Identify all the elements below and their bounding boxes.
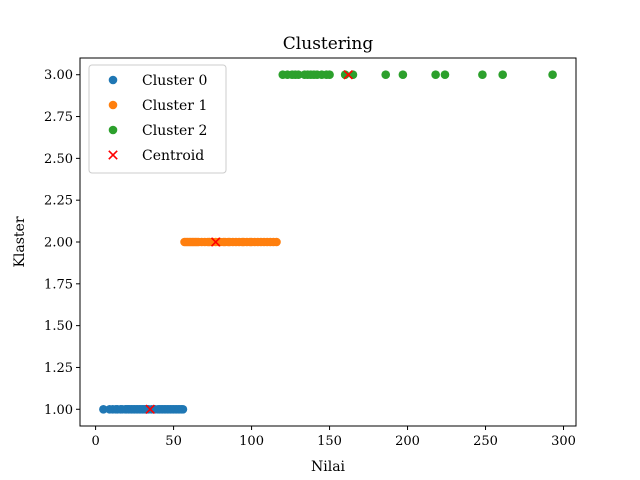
y-tick-label: 1.50 [44,319,73,334]
legend-marker [108,150,118,160]
legend: Cluster 0 Cluster 1 Cluster 2 Centroid [88,64,227,174]
x-tick-label: 200 [395,434,420,449]
series-centroid [145,69,354,415]
centroid-marker [343,69,354,80]
legend-label: Cluster 0 [142,73,207,89]
data-point [272,237,281,247]
data-point [440,70,450,80]
data-point [99,404,108,414]
data-point [381,70,391,80]
x-axis-label: Nilai [311,459,346,475]
data-point [548,70,557,80]
y-tick-label: 3.00 [44,68,73,83]
centroid-marker [210,237,221,247]
x-axis: 0 50 100 150 200 250 300 [91,426,576,449]
legend-label: Centroid [142,148,204,164]
data-point [478,70,487,80]
y-tick-label: 2.25 [44,194,73,209]
data-point [340,70,350,80]
y-tick-label: 2.50 [44,152,73,167]
legend-box [88,64,227,174]
series-cluster-1 [180,237,281,247]
chart-title: Clustering [283,34,374,54]
data-point [294,70,303,80]
series-cluster-2 [278,70,557,80]
data-point [398,70,408,80]
data-point [325,70,334,80]
data-point [431,70,440,80]
centroid-marker [145,404,155,415]
legend-marker [108,100,118,110]
x-tick-label: 150 [317,434,342,449]
x-tick-label: 50 [165,434,182,449]
y-tick-label: 1.25 [44,361,73,376]
y-axis-label: Klaster [12,216,28,267]
x-tick-label: 250 [473,434,498,449]
legend-marker [108,75,118,85]
legend-label: Cluster 2 [142,123,207,139]
data-point [498,70,507,80]
y-tick-label: 1.00 [44,403,73,418]
y-axis: 1.00 1.25 1.50 1.75 2.00 2.25 2.50 2.75 3.00 [44,68,80,418]
legend-marker [108,125,118,135]
y-tick-label: 2.75 [44,110,73,125]
series-cluster-0 [99,404,188,414]
data-point [348,70,358,80]
legend-label: Cluster 1 [142,98,207,114]
x-tick-label: 0 [91,434,99,449]
x-tick-label: 100 [239,434,264,449]
y-tick-label: 1.75 [44,277,73,292]
data-point [178,404,188,414]
y-tick-label: 2.00 [44,236,73,251]
plot-area [79,57,577,427]
x-tick-label: 300 [551,434,576,449]
